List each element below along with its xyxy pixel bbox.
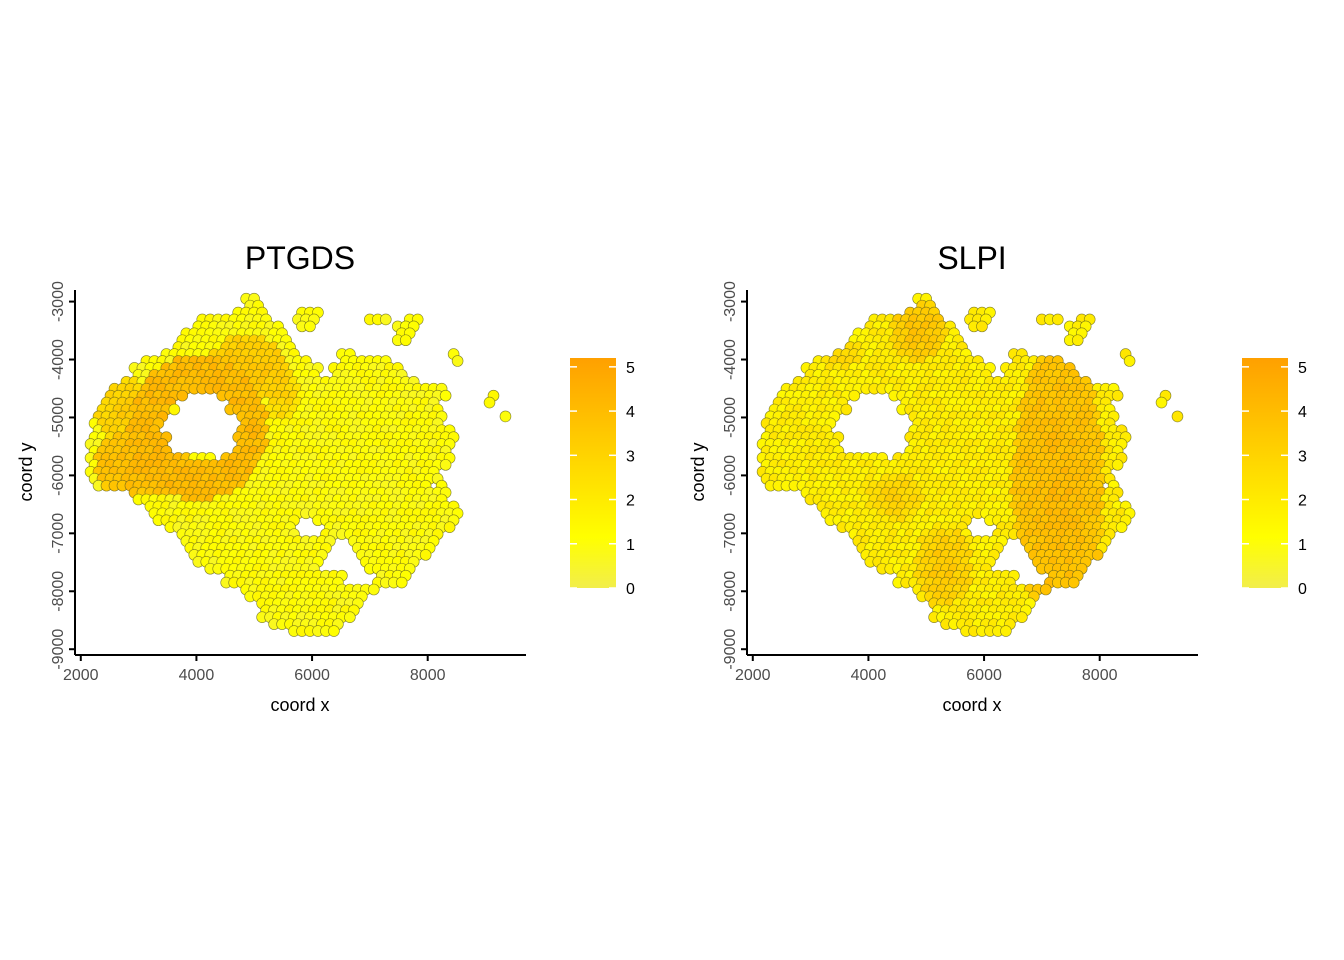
- legend-tick-label: 2: [1298, 493, 1307, 510]
- legend-tick-label: 1: [626, 537, 635, 554]
- x-tick-label: 6000: [294, 667, 330, 684]
- y-tick-label: -9000: [722, 629, 739, 670]
- expression-spot: [848, 389, 861, 402]
- expression-spot: [380, 313, 392, 326]
- y-tick-label: -6000: [722, 455, 739, 496]
- expression-spot: [1040, 583, 1052, 596]
- y-tick-label: -4000: [722, 339, 739, 380]
- expression-spot: [840, 403, 853, 416]
- expression-spot: [439, 459, 452, 471]
- expression-spot: [499, 410, 512, 423]
- expression-spot: [439, 389, 452, 402]
- y-tick-label: -9000: [50, 629, 67, 670]
- y-tick-label: -3000: [50, 281, 67, 322]
- chart-title: SLPI: [937, 240, 1006, 276]
- y-tick-label: -3000: [722, 281, 739, 322]
- expression-spot: [344, 611, 356, 623]
- y-ticks: -9000 -8000 -7000 -6000 -5000 -4000 -3000: [722, 281, 747, 670]
- y-axis-title: coord y: [16, 442, 36, 501]
- x-tick-label: 6000: [966, 667, 1002, 684]
- expression-spot: [1155, 396, 1168, 409]
- expression-spot: [304, 320, 316, 333]
- expression-spot: [451, 355, 464, 367]
- legend-tick-label: 4: [626, 404, 635, 421]
- expression-spot: [483, 396, 496, 409]
- y-axis-title: coord y: [688, 442, 708, 501]
- x-tick-label: 2000: [63, 667, 99, 684]
- expression-spot: [399, 334, 412, 347]
- legend-tick-label: 3: [626, 448, 635, 465]
- expression-spot: [1091, 549, 1104, 561]
- x-ticks: 2000 4000 6000 8000: [63, 655, 446, 684]
- y-tick-label: -4000: [50, 339, 67, 380]
- y-ticks: -9000 -8000 -7000 -6000 -5000 -4000 -3000: [50, 281, 75, 670]
- y-tick-label: -8000: [722, 571, 739, 612]
- y-tick-label: -7000: [722, 513, 739, 554]
- spot-layer: [84, 292, 512, 637]
- expression-spot: [1067, 576, 1080, 589]
- expression-spot: [1000, 625, 1012, 637]
- x-tick-label: 2000: [735, 667, 771, 684]
- expression-spot: [368, 583, 380, 596]
- expression-spot: [328, 625, 340, 637]
- x-axis-title: coord x: [270, 695, 329, 715]
- x-tick-label: 4000: [851, 667, 887, 684]
- x-tick-label: 8000: [1082, 667, 1118, 684]
- x-tick-label: 4000: [179, 667, 215, 684]
- y-tick-label: -8000: [50, 571, 67, 612]
- legend-tick-label: 5: [626, 360, 635, 377]
- expression-spot: [1115, 521, 1128, 533]
- legend-tick-label: 3: [1298, 448, 1307, 465]
- legend-colorbar: [570, 358, 616, 588]
- chart-title: PTGDS: [245, 240, 355, 276]
- expression-spot: [443, 521, 456, 533]
- expression-spot: [176, 389, 189, 402]
- x-tick-label: 8000: [410, 667, 446, 684]
- panel-ptgds: PTGDS 2000 4000 6000 8000 -9000 -8000 -7000 -6…: [16, 240, 635, 715]
- panel-slpi: SLPI 2000 4000 6000 8000 -9000 -8000 -7000 -60…: [688, 240, 1307, 715]
- expression-spot: [1016, 611, 1028, 623]
- x-ticks: 2000 4000 6000 8000: [735, 655, 1118, 684]
- expression-spot: [1052, 313, 1064, 326]
- expression-spot: [1171, 410, 1184, 423]
- expression-spot: [168, 403, 181, 416]
- legend-tick-label: 5: [1298, 360, 1307, 377]
- color-legend: 0 1 2 3 4 5: [1242, 358, 1307, 598]
- legend-colorbar: [1242, 358, 1288, 588]
- spot-layer: [756, 292, 1184, 637]
- expression-spot: [1123, 355, 1136, 367]
- y-tick-label: -5000: [722, 397, 739, 438]
- expression-spot: [976, 320, 988, 333]
- legend-tick-label: 2: [626, 493, 635, 510]
- y-tick-label: -7000: [50, 513, 67, 554]
- y-tick-label: -6000: [50, 455, 67, 496]
- expression-spot: [1111, 459, 1124, 471]
- expression-spot: [1071, 334, 1084, 347]
- legend-tick-label: 0: [1298, 581, 1307, 598]
- expression-spot: [1111, 389, 1124, 402]
- legend-tick-label: 4: [1298, 404, 1307, 421]
- color-legend: 0 1 2 3 4 5: [570, 358, 635, 598]
- y-tick-label: -5000: [50, 397, 67, 438]
- expression-spot: [395, 576, 408, 589]
- expression-spot: [419, 549, 432, 561]
- x-axis-title: coord x: [942, 695, 1001, 715]
- legend-tick-label: 0: [626, 581, 635, 598]
- legend-tick-label: 1: [1298, 537, 1307, 554]
